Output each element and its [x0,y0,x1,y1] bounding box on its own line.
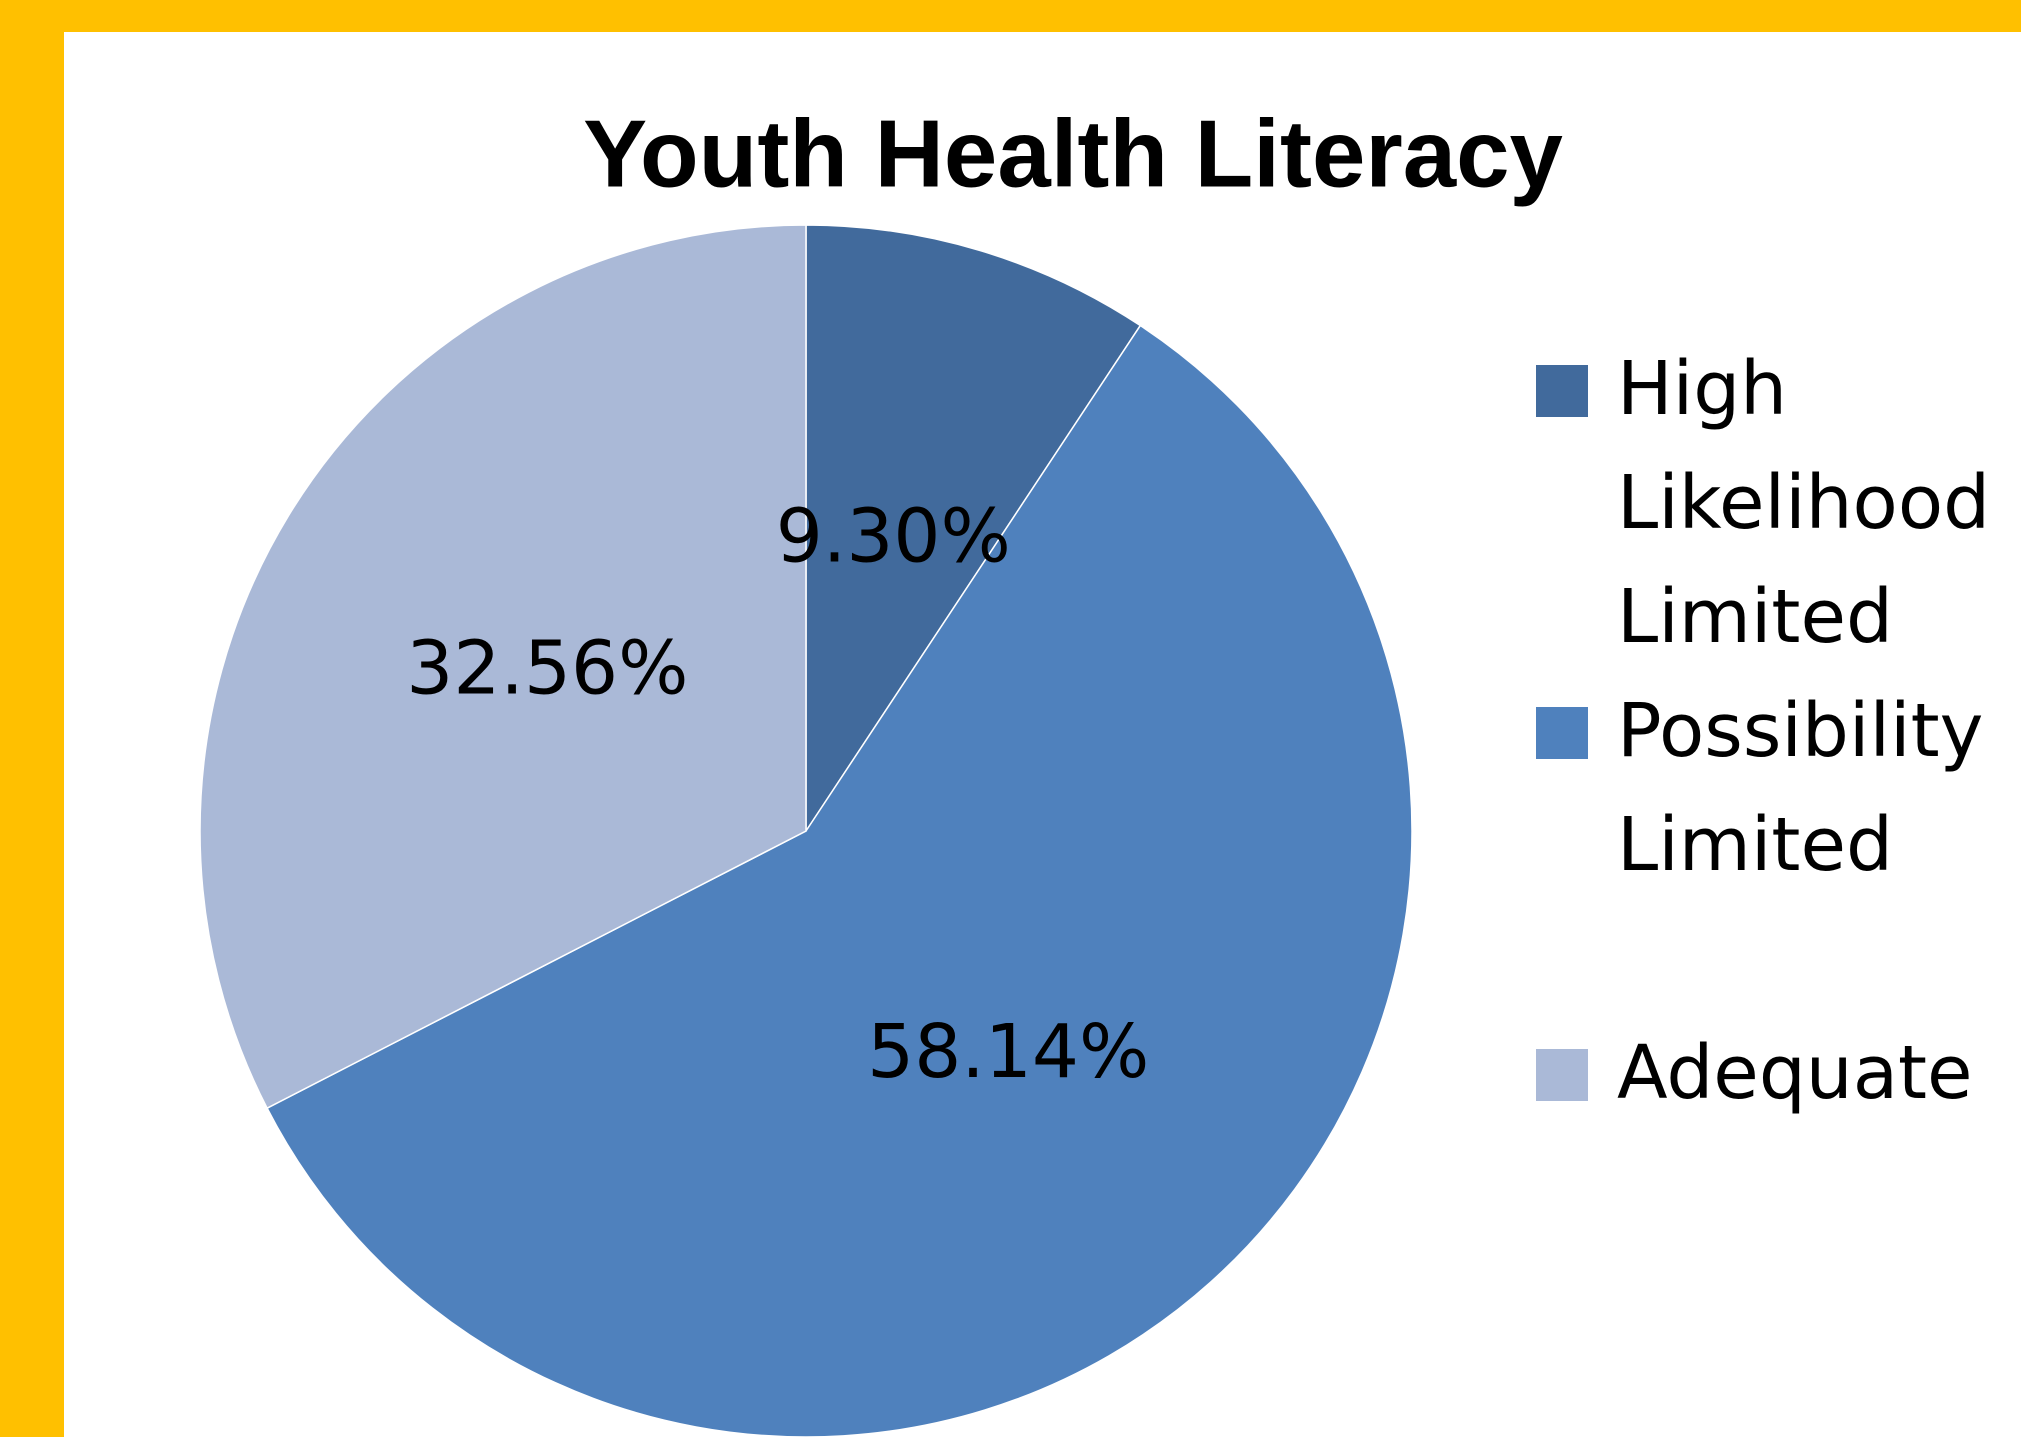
chart-title: Youth Health Literacy [583,100,1563,207]
chart: Youth Health Literacy 9.30% 58.14% 32.56% [199,100,1563,1437]
legend: High Likelihood Limited Possibility Limit… [1536,332,1990,1130]
legend-item: Adequate [1536,1016,1976,1130]
legend-label: Possibility Limited [1617,688,1984,888]
legend-item: Possibility Limited [1536,674,1983,902]
pie-slice [805,224,1142,834]
chart-panel: Youth Health Literacy 9.30% 58.14% 32.56% … [64,32,2021,1437]
legend-swatch [1536,1049,1588,1101]
data-label: 58.14% [867,1009,1149,1095]
pie-slice [266,324,1413,1437]
data-label: 9.30% [776,493,1011,579]
data-label: 32.56% [406,626,688,712]
legend-item: High Likelihood Limited [1536,332,1990,674]
legend-swatch [1536,365,1588,417]
pie-slice [199,224,807,1110]
legend-label: High Likelihood Limited [1617,346,1991,660]
legend-label: Adequate [1617,1030,1973,1116]
legend-swatch [1536,707,1588,759]
